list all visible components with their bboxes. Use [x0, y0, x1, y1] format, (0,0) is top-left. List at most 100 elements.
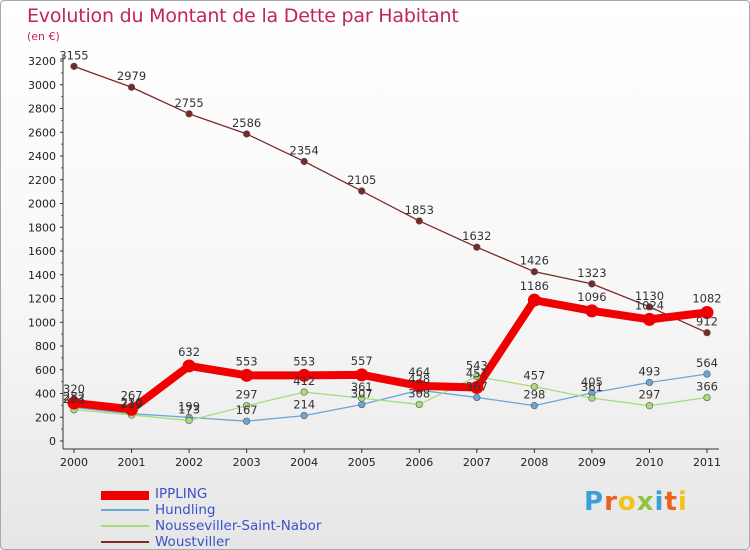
- unit-label: (en €): [27, 30, 60, 43]
- data-point: [67, 396, 81, 410]
- legend-swatch-nousseviller: [101, 525, 149, 527]
- data-label: 297: [638, 388, 660, 402]
- data-labels: 3155 2979 2755 2586 2354 2105 1853 1632 1426 1323…: [59, 48, 721, 417]
- x-tick-label: 2003: [233, 456, 261, 469]
- data-point: [125, 402, 139, 416]
- x-tick-label: 2006: [405, 456, 433, 469]
- y-tick-label: 2200: [28, 174, 56, 187]
- series-markers: [67, 62, 714, 425]
- data-label: 267: [121, 388, 143, 402]
- logo-letter: P: [584, 487, 605, 517]
- y-tick-label: 800: [35, 340, 56, 353]
- data-label: 307: [351, 387, 373, 401]
- data-point: [588, 394, 596, 402]
- data-label: 1024: [635, 298, 664, 312]
- legend-label-nousseviller: Nousseviller-Saint-Nabor: [155, 518, 322, 534]
- data-label: 361: [581, 380, 603, 394]
- data-point: [700, 306, 714, 320]
- data-point: [585, 304, 599, 318]
- y-tick-label: 400: [35, 388, 56, 401]
- chart-axes: 0 200 400 600 800 1000 1200 1400 1600 1800 2000 220…: [28, 55, 721, 469]
- data-label: 1096: [577, 290, 606, 304]
- logo-letter: i: [654, 487, 665, 517]
- data-point: [182, 359, 196, 373]
- x-tick-label: 2010: [635, 456, 663, 469]
- data-point: [240, 368, 254, 382]
- legend-swatch-woustviller: [101, 541, 149, 543]
- data-label: 308: [408, 386, 430, 400]
- x-tick-label: 2007: [463, 456, 491, 469]
- data-point: [527, 293, 541, 307]
- data-point: [415, 400, 423, 409]
- y-tick-label: 0: [49, 435, 56, 448]
- chart-title: Evolution du Montant de la Dette par Hab…: [27, 5, 459, 27]
- series-lines: [70, 65, 711, 422]
- y-tick-label: 2000: [28, 198, 56, 211]
- data-point: [243, 417, 251, 425]
- data-point: [412, 379, 426, 393]
- data-point: [473, 372, 481, 381]
- data-label: 2354: [290, 143, 319, 157]
- logo-letter: i: [677, 487, 688, 517]
- data-point: [703, 370, 711, 378]
- x-tick-label: 2002: [175, 456, 203, 469]
- data-point: [588, 280, 596, 288]
- x-tick-label: 2011: [693, 456, 721, 469]
- data-label: 3155: [59, 48, 88, 62]
- data-label: 1426: [520, 254, 549, 268]
- data-point: [243, 130, 251, 138]
- data-label: 230: [121, 396, 143, 410]
- x-tick-label: 2001: [118, 456, 146, 469]
- data-point: [530, 383, 538, 391]
- data-point: [358, 400, 366, 409]
- y-tick-label: 1800: [28, 221, 56, 234]
- data-label: 298: [523, 388, 545, 402]
- data-point: [530, 268, 538, 276]
- logo-letter: o: [617, 487, 637, 517]
- legend-label-hundling: Hundling: [155, 502, 216, 518]
- data-label: 1186: [520, 279, 549, 293]
- data-point: [703, 329, 711, 337]
- y-tick-label: 1200: [28, 293, 56, 306]
- y-tick-label: 1000: [28, 316, 56, 329]
- data-point: [470, 380, 484, 394]
- data-point: [70, 62, 78, 70]
- data-label: 219: [121, 397, 143, 411]
- data-label: 428: [408, 372, 430, 386]
- data-point: [243, 402, 251, 410]
- data-label: 553: [293, 354, 315, 368]
- data-label: 457: [523, 369, 545, 383]
- y-tick-label: 1600: [28, 245, 56, 258]
- data-label: 405: [581, 375, 603, 389]
- legend-label-woustviller: Woustviller: [155, 534, 230, 550]
- data-label: 1632: [462, 229, 491, 243]
- series-line-nousseviller-saint-nabor: [73, 375, 708, 422]
- data-point: [645, 303, 654, 311]
- y-tick-label: 2600: [28, 126, 56, 139]
- data-point: [358, 394, 366, 402]
- data-point: [127, 83, 136, 91]
- y-tick-label: 200: [35, 411, 56, 424]
- data-label: 557: [351, 354, 373, 368]
- data-point: [473, 393, 481, 402]
- data-point: [300, 411, 308, 420]
- data-label: 2755: [174, 96, 203, 110]
- data-label: 912: [696, 315, 718, 329]
- data-point: [358, 187, 366, 195]
- y-tick-label: 3200: [28, 55, 56, 68]
- data-point: [300, 388, 308, 396]
- data-point: [645, 378, 654, 387]
- data-point: [642, 312, 656, 326]
- y-tick-label: 600: [35, 364, 56, 377]
- data-label: 263: [63, 392, 85, 406]
- x-tick-label: 2000: [60, 456, 88, 469]
- data-point: [297, 368, 311, 382]
- data-point: [530, 402, 538, 410]
- x-tick-label: 2005: [348, 456, 376, 469]
- y-tick-label: 2400: [28, 150, 56, 163]
- data-label: 493: [638, 364, 660, 378]
- data-label: 1853: [405, 203, 434, 217]
- data-label: 366: [696, 380, 718, 394]
- series-line-woustviller: [73, 65, 708, 334]
